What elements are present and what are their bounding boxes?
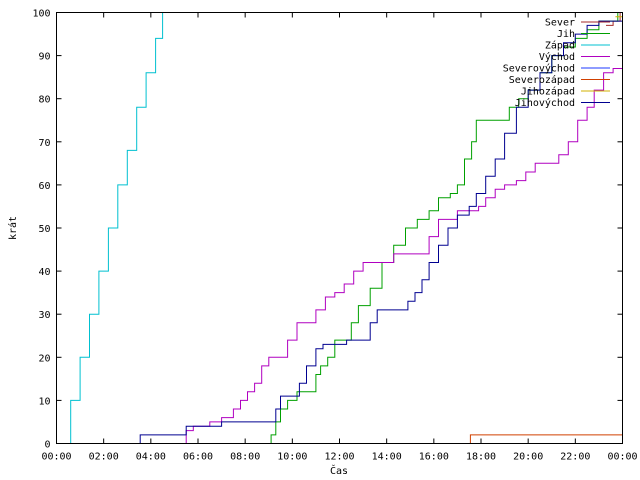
series-line [56, 68, 623, 444]
legend-entry-label: Jih [557, 29, 575, 40]
y-tick-label: 80 [38, 95, 50, 106]
y-axis: 0 10 20 30 40 50 60 70 80 90 100 [32, 9, 623, 451]
y-tick-label: 50 [38, 224, 50, 235]
y-tick-label: 100 [32, 9, 50, 20]
x-tick-label: 08:00 [230, 452, 260, 463]
x-tick-label: 00:00 [41, 452, 71, 463]
x-tick-label: 20:00 [513, 452, 543, 463]
x-tick-label: 22:00 [560, 452, 590, 463]
x-tick-label: 14:00 [372, 452, 402, 463]
y-tick-label: 20 [38, 353, 50, 364]
series-line [615, 12, 623, 18]
legend: SeverJihZápadVýchodSeverovýchodSeverozáp… [503, 18, 610, 109]
x-tick-label: 04:00 [136, 452, 166, 463]
series-line [56, 20, 623, 444]
y-tick-label: 10 [38, 396, 50, 407]
y-tick-label: 90 [38, 52, 50, 63]
legend-entry-label: Sever [545, 18, 575, 29]
legend-entry-label: Severovýchod [503, 63, 575, 75]
x-tick-label: 18:00 [466, 452, 496, 463]
legend-entry-label: Východ [539, 51, 575, 63]
x-tick-label: 02:00 [89, 452, 119, 463]
series-line [61, 12, 164, 444]
y-axis-label: krát [7, 216, 19, 240]
legend-entry-label: Jihovýchod [515, 97, 575, 109]
y-tick-label: 0 [44, 440, 50, 451]
legend-entry-label: Jihozápad [521, 86, 575, 98]
y-tick-label: 70 [38, 138, 50, 149]
x-tick-label: 12:00 [324, 452, 354, 463]
y-tick-label: 30 [38, 310, 50, 321]
x-tick-label: 10:00 [277, 452, 307, 463]
legend-entry-label: Západ [545, 40, 575, 52]
x-axis-label: Čas [330, 464, 348, 477]
y-tick-label: 60 [38, 181, 50, 192]
legend-entry-label: Severozápad [509, 74, 575, 86]
x-tick-label: 00:00 [607, 452, 637, 463]
x-tick-label: 16:00 [419, 452, 449, 463]
x-tick-label: 06:00 [183, 452, 213, 463]
y-tick-label: 40 [38, 267, 50, 278]
x-axis: 00:00 02:00 04:00 06:00 08:00 10:00 12:00 14:00… [41, 12, 638, 463]
